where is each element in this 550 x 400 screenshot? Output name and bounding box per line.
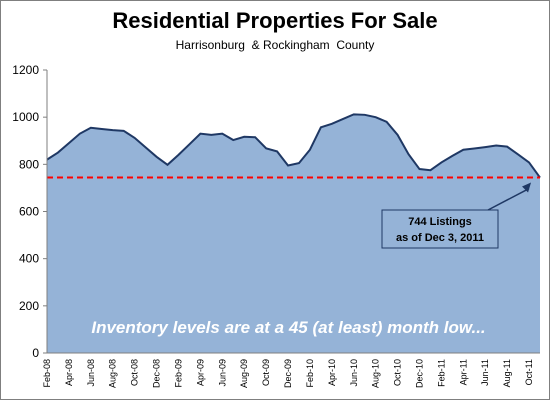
y-tick-label: 600: [19, 205, 39, 219]
x-tick-label: Aug-10: [371, 359, 381, 388]
y-tick-label: 1200: [12, 63, 39, 77]
x-tick-label: Aug-09: [239, 359, 249, 388]
y-tick-label: 400: [19, 252, 39, 266]
y-tick-label: 0: [32, 346, 39, 360]
callout-arrowhead: [522, 182, 532, 193]
y-axis: 0 200 400 600 800 1000 1200: [12, 63, 47, 360]
x-tick-label: Feb-08: [42, 359, 52, 388]
callout-line-2: as of Dec 3, 2011: [396, 232, 484, 244]
callout-box: [381, 209, 499, 249]
x-tick-label: Oct-11: [524, 359, 534, 385]
y-tick-label: 800: [19, 157, 39, 171]
x-tick-label: Apr-11: [458, 359, 468, 385]
inventory-line: [46, 113, 541, 179]
chart-subtitle: Harrisonburg & Rockingham County: [175, 38, 375, 52]
x-tick-label: Apr-10: [327, 359, 337, 386]
x-tick-label: Dec-09: [283, 359, 293, 388]
x-tick-label: Dec-08: [152, 359, 162, 388]
x-tick-label: Feb-10: [305, 359, 315, 388]
x-tick-label: Jun-11: [480, 359, 490, 386]
x-tick-label: Jun-08: [86, 359, 96, 387]
x-tick-label: Feb-09: [173, 359, 183, 388]
x-tick-label: Aug-08: [108, 359, 118, 388]
x-tick-label: Oct-08: [130, 359, 140, 386]
x-tick-label: Jun-09: [217, 359, 227, 387]
y-tick-label: 200: [19, 299, 39, 313]
x-tick-label: Oct-09: [261, 359, 271, 386]
callout: 744 Listings as of Dec 3, 2011: [381, 182, 532, 249]
x-tick-label: Jun-10: [349, 359, 359, 387]
chart-title: Residential Properties For Sale: [112, 8, 438, 33]
x-tick-label: Apr-09: [195, 359, 205, 386]
x-axis: Feb-08 Apr-08 Jun-08 Aug-08 Oct-08 Dec-08 Feb-…: [42, 359, 534, 388]
y-tick-label: 1000: [12, 110, 39, 124]
axes: [46, 70, 540, 354]
inventory-area: [47, 114, 540, 353]
x-tick-label: Oct-10: [393, 359, 403, 386]
x-tick-label: Feb-11: [436, 359, 446, 387]
footer-note: Inventory levels are at a 45 (at least) …: [91, 318, 485, 337]
callout-arrow: [487, 187, 530, 211]
callout-line-1: 744 Listings: [408, 216, 472, 228]
x-tick-label: Dec-10: [414, 359, 424, 388]
x-tick-label: Apr-08: [64, 359, 74, 386]
x-tick-label: Aug-11: [502, 359, 512, 387]
